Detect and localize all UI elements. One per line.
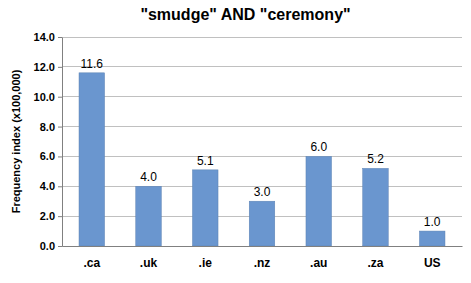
data-label: 3.0 (254, 185, 271, 199)
tick-mark (58, 127, 62, 128)
tick-label: 4.0 (40, 180, 55, 192)
y-axis-title: Frequency index (x100,000) (10, 69, 22, 213)
tick: 0.0 (40, 240, 62, 252)
grid-line (62, 37, 462, 38)
tick-mark (58, 156, 62, 157)
tick: .ca (83, 256, 100, 270)
tick-label: 14.0 (34, 31, 55, 43)
tick-label: .za (367, 256, 383, 270)
tick-label: 6.0 (40, 150, 55, 162)
tick: 6.0 (40, 150, 62, 162)
tick: 10.0 (34, 91, 62, 103)
tick-label: US (424, 256, 441, 270)
tick: 4.0 (40, 180, 62, 192)
title: "smudge" AND "ceremony" (140, 6, 350, 23)
data-label: 1.0 (424, 215, 441, 229)
grid (62, 37, 462, 246)
axis-line (63, 246, 463, 247)
axis-line (62, 38, 63, 247)
grid-line (62, 156, 462, 157)
chart: "smudge" AND "ceremony" Frequency index (… (0, 0, 471, 283)
tick-mark (58, 37, 62, 38)
grid-line (62, 66, 462, 67)
tick: .ie (199, 256, 213, 270)
tick-label: 10.0 (34, 91, 55, 103)
bar (306, 156, 332, 246)
tick: 12.0 (34, 61, 62, 73)
bar (249, 201, 275, 246)
tick-mark (58, 186, 62, 187)
tick-label: .nz (254, 256, 271, 270)
tick-label: 0.0 (40, 240, 55, 252)
data-labels: 11.6 4.0 5.1 3.0 6.0 5.2 1.0 (81, 57, 441, 229)
tick-label: .ca (83, 256, 100, 270)
tick-label: .au (310, 256, 327, 270)
data-label: 11.6 (81, 57, 104, 71)
grid-line (62, 96, 462, 97)
y-axis: 0.0 2.0 4.0 6.0 8.0 10.0 12.0 14.0 (34, 31, 63, 252)
bar (363, 168, 389, 246)
data-label: 4.0 (140, 170, 157, 184)
tick: .uk (140, 256, 158, 270)
bar (192, 170, 218, 246)
tick-mark (58, 67, 62, 68)
bars (79, 73, 445, 246)
tick-mark (58, 246, 62, 247)
tick: .nz (254, 256, 271, 270)
tick-label: 2.0 (40, 210, 55, 222)
tick: .au (310, 256, 327, 270)
grid-line (62, 126, 462, 127)
x-axis: .ca .uk .ie .nz .au .za US (63, 247, 463, 270)
tick-label: .ie (199, 256, 213, 270)
tick: 14.0 (34, 31, 62, 43)
data-label: 5.2 (367, 152, 384, 166)
tick-label: .uk (140, 256, 158, 270)
tick-mark (58, 97, 62, 98)
data-label: 5.1 (197, 154, 214, 168)
tick: .za (367, 256, 383, 270)
tick-label: 12.0 (34, 61, 55, 73)
tick-label: 8.0 (40, 121, 55, 133)
bar (136, 186, 162, 246)
tick: 8.0 (40, 121, 62, 133)
tick-mark (58, 216, 62, 217)
tick: US (424, 256, 441, 270)
tick: 2.0 (40, 210, 62, 222)
bar (79, 73, 105, 246)
data-label: 6.0 (310, 140, 327, 154)
bar (419, 231, 445, 246)
